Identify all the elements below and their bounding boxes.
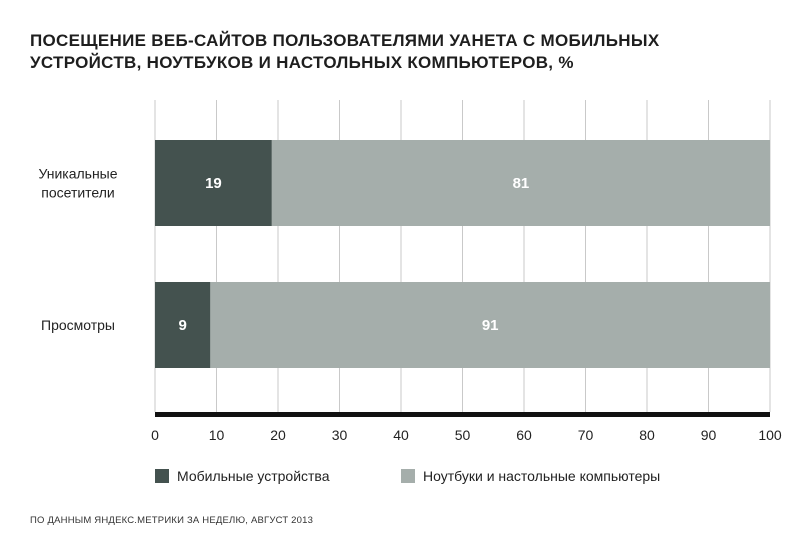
x-tick-label-20: 20 [270,427,286,443]
source-note: ПО ДАННЫМ ЯНДЕКС.МЕТРИКИ ЗА НЕДЕЛЮ, АВГУ… [30,515,314,526]
x-tick-label-10: 10 [209,427,225,443]
legend-item-mobile: Мобильные устройства [155,468,330,484]
x-tick-label-100: 100 [758,427,782,443]
bar-segment-0-1 [271,140,770,226]
category-label-0-0: Уникальные [38,166,117,182]
bar-segment-0-0 [155,140,272,226]
x-tick-label-70: 70 [578,427,594,443]
data-label-0-1: 81 [513,175,530,192]
data-label-0-0: 19 [205,175,222,192]
bar-segment-1-0 [155,282,211,368]
category-label-0-1: посетители [41,185,115,201]
category-label-1-0: Просмотры [41,317,115,333]
x-tick-label-90: 90 [701,427,717,443]
x-tick-label-60: 60 [516,427,532,443]
legend-item-desktop: Ноутбуки и настольные компьютеры [401,468,660,484]
bar-segment-1-1 [210,282,771,368]
legend-swatch-desktop [401,469,415,483]
legend-swatch-mobile [155,469,169,483]
x-tick-label-0: 0 [151,427,159,443]
x-tick-label-80: 80 [639,427,655,443]
x-tick-label-40: 40 [393,427,409,443]
stacked-bar-chart: 19 81 Уникальные посетители 9 91 Просмотры 0 10 2… [38,100,782,443]
data-label-1-1: 91 [482,317,499,334]
legend-label-desktop: Ноутбуки и настольные компьютеры [423,468,661,484]
chart-title: ПОСЕЩЕНИЕ ВЕБ-САЙТОВ ПОЛЬЗОВАТЕЛЯМИ УАНЕ… [30,31,660,72]
x-tick-label-30: 30 [332,427,348,443]
x-axis-line [155,412,770,417]
legend-label-mobile: Мобильные устройства [177,468,330,484]
x-tick-label-50: 50 [455,427,471,443]
data-label-1-0: 9 [179,317,187,334]
